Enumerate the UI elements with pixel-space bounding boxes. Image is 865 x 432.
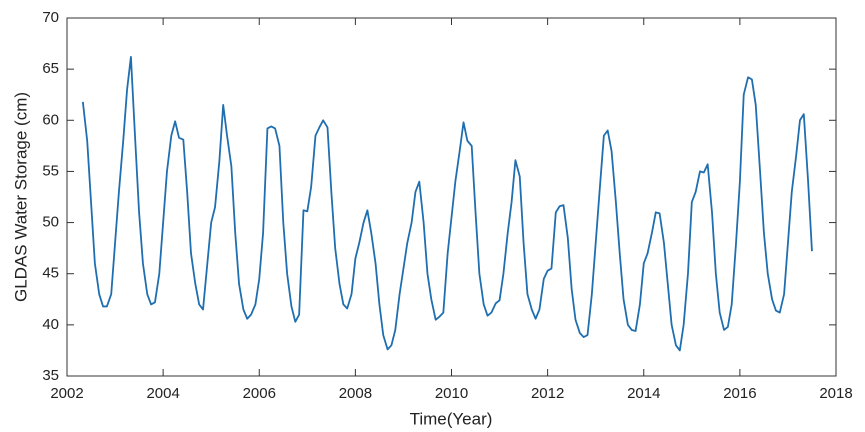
- y-tick-label: 65: [42, 60, 59, 77]
- y-tick-label: 70: [42, 9, 59, 26]
- x-tick-label: 2004: [146, 385, 179, 402]
- x-tick-label: 2002: [50, 385, 83, 402]
- x-tick-label: 2014: [627, 385, 660, 402]
- x-tick-label: 2012: [531, 385, 564, 402]
- y-tick-label: 40: [42, 316, 59, 333]
- y-tick-label: 55: [42, 162, 59, 179]
- x-axis-label: Time(Year): [410, 409, 493, 428]
- x-tick-label: 2006: [243, 385, 276, 402]
- x-tick-label: 2008: [339, 385, 372, 402]
- data-line: [81, 55, 813, 352]
- y-tick-label: 60: [42, 111, 59, 128]
- x-tick-label: 2010: [435, 385, 468, 402]
- y-tick-label: 50: [42, 214, 59, 231]
- x-tick-label: 2018: [819, 385, 852, 402]
- plot-frame: [66, 17, 837, 377]
- y-tick-label: 45: [42, 265, 59, 282]
- y-tick-label: 35: [42, 367, 59, 384]
- y-axis-label: GLDAS Water Storage (cm): [11, 92, 30, 302]
- x-tick-label: 2016: [723, 385, 756, 402]
